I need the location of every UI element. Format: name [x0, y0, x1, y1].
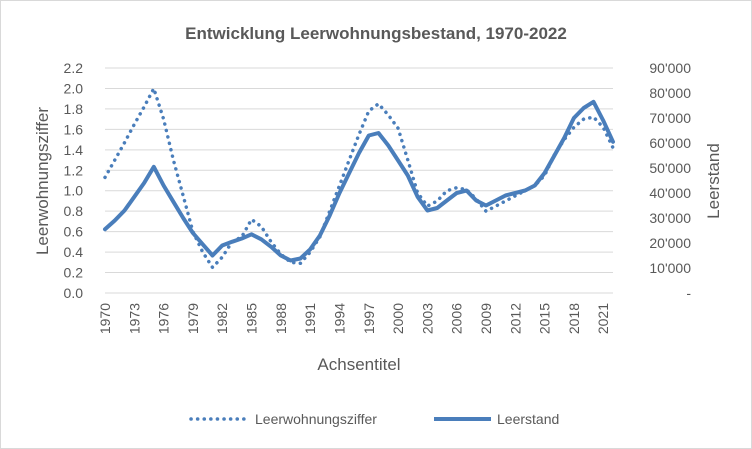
x-tick-label: 1988 [273, 303, 289, 334]
x-axis-ticks: 1970 1973 1976 1979 1982 1985 1988 1991 1994 1997… [97, 303, 611, 334]
x-tick-label: 1994 [331, 303, 347, 334]
right-tick-label: 20'000 [649, 235, 691, 251]
x-tick-label: 2018 [566, 303, 582, 334]
left-tick-label: 1.8 [64, 101, 84, 117]
x-tick-label: 2015 [537, 303, 553, 334]
right-tick-label: 10'000 [649, 260, 691, 276]
legend-label-leerwohnungsziffer: Leerwohnungsziffer [255, 411, 377, 427]
left-tick-label: 0.6 [64, 224, 84, 240]
right-tick-label: 30'000 [649, 210, 691, 226]
x-axis-title: Achsentitel [317, 355, 400, 374]
y-axis-left-title: Leerwohnungsziffer [33, 107, 52, 255]
x-tick-label: 1970 [97, 303, 113, 334]
x-tick-label: 2009 [478, 303, 494, 334]
left-tick-label: 2.0 [64, 80, 84, 96]
left-tick-label: 1.2 [64, 162, 84, 178]
right-tick-label: 70'000 [649, 110, 691, 126]
x-tick-label: 1991 [302, 303, 318, 334]
x-tick-label: 1997 [361, 303, 377, 334]
x-tick-label: 1985 [244, 303, 260, 334]
left-tick-label: 0.8 [64, 203, 84, 219]
x-tick-label: 2000 [390, 303, 406, 334]
left-tick-label: 0.0 [64, 285, 84, 301]
x-tick-label: 1973 [126, 303, 142, 334]
left-tick-label: 0.2 [64, 265, 84, 281]
x-tick-label: 1979 [185, 303, 201, 334]
left-tick-label: 2.2 [64, 60, 84, 76]
legend: Leerwohnungsziffer Leerstand [189, 411, 559, 427]
left-axis-ticks: 0.0 0.2 0.4 0.6 0.8 1.0 1.2 1.4 1.6 1.8 2.0 2.2 [64, 60, 84, 301]
x-tick-label: 1976 [156, 303, 172, 334]
x-tick-label: 2021 [595, 303, 611, 334]
x-tick-label: 2012 [507, 303, 523, 334]
right-tick-label: 60'000 [649, 135, 691, 151]
left-tick-label: 1.6 [64, 121, 84, 137]
right-tick-label: 90'000 [649, 60, 691, 76]
legend-label-leerstand: Leerstand [497, 411, 559, 427]
series-line-leerwohnungsziffer [103, 86, 615, 270]
right-axis-ticks: - 10'000 20'000 30'000 40'000 50'000 60'000 70'… [649, 60, 691, 301]
right-tick-label: 80'000 [649, 85, 691, 101]
right-tick-label: 50'000 [649, 160, 691, 176]
x-tick-label: 1982 [214, 303, 230, 334]
chart-title: Entwicklung Leerwohnungsbestand, 1970-20… [185, 24, 567, 43]
x-tick-label: 2006 [449, 303, 465, 334]
series-layer [103, 86, 615, 270]
series-line-leerstand [103, 99, 615, 263]
y-axis-right-title: Leerstand [704, 143, 723, 219]
left-tick-label: 1.4 [64, 142, 84, 158]
left-tick-label: 1.0 [64, 183, 84, 199]
left-tick-label: 0.4 [64, 244, 84, 260]
gridlines [105, 67, 613, 274]
x-tick-label: 2003 [419, 303, 435, 334]
right-tick-label: 40'000 [649, 185, 691, 201]
right-tick-label: - [686, 285, 691, 301]
